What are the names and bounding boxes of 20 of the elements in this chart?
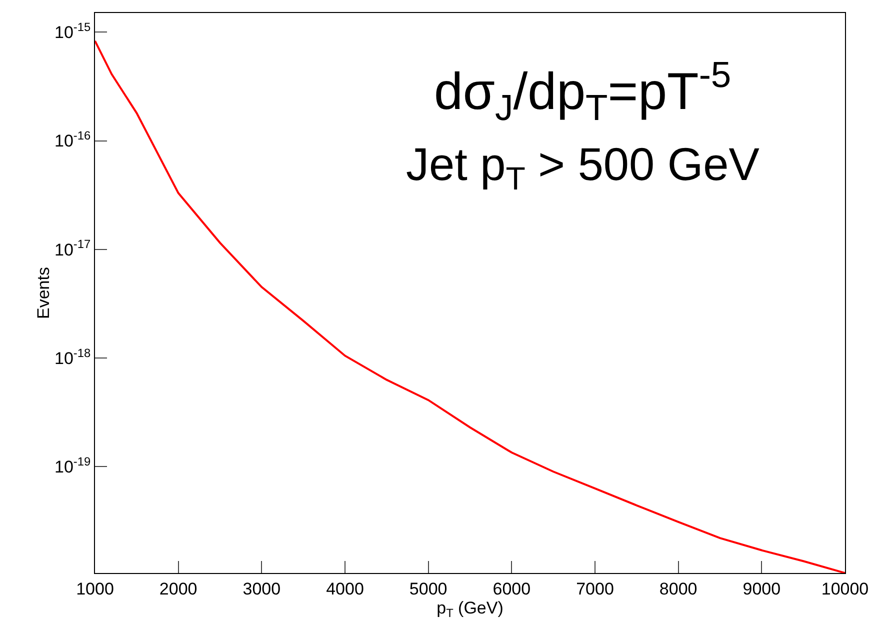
y-tick-label: 10$^{-15}$ <box>54 20 91 42</box>
x-tick-label: 6000 <box>492 579 531 598</box>
x-tick-label: 9000 <box>742 579 781 598</box>
y-tick-label: 10$^{-19}$ <box>54 454 91 477</box>
x-tick-label: 5000 <box>409 579 448 598</box>
x-tick-label: 3000 <box>242 579 281 598</box>
line-series <box>95 40 845 573</box>
y-tick-label: 10$^{-17}$ <box>54 237 91 260</box>
x-tick-label: 1000 <box>76 579 114 598</box>
x-tick-label: 2000 <box>159 579 198 598</box>
x-axis-title: p$_{T}$ (GeV) <box>436 598 504 620</box>
annotation: dσ$_{J}$/dp$_{T}$=pT$^{-5}$ <box>434 54 732 128</box>
x-tick-label: 8000 <box>659 579 698 598</box>
x-tick-label: 10000 <box>821 579 869 598</box>
y-tick-label: 10$^{-16}$ <box>54 128 91 151</box>
x-tick-label: 7000 <box>576 579 614 598</box>
annotation: Jet p$_{T}$ > 500 GeV <box>406 138 760 197</box>
x-tick-label: 4000 <box>326 579 364 598</box>
y-axis-title: Events <box>34 267 54 319</box>
y-tick-label: 10$^{-18}$ <box>54 346 91 368</box>
